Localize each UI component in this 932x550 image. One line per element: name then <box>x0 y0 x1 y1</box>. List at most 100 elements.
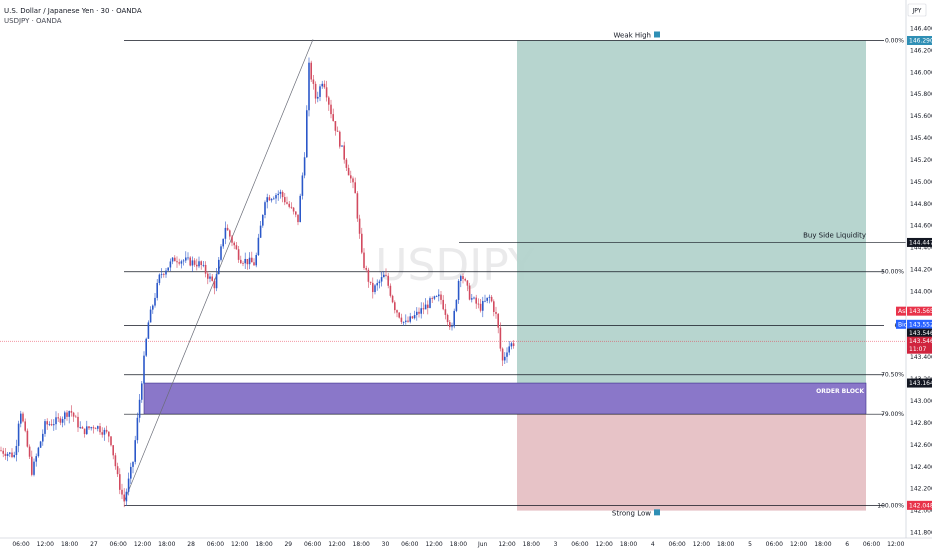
candle-body <box>416 311 418 316</box>
symbol-subtitle: USDJPY · OANDA <box>4 17 62 25</box>
candle-body <box>433 296 436 299</box>
currency-button[interactable] <box>907 3 927 17</box>
candle-body <box>339 131 341 147</box>
buy-side-liquidity-label: Buy Side Liquidity <box>803 231 866 239</box>
weak-high-price-tag: 146.290 <box>909 37 932 44</box>
candle-body <box>246 258 249 265</box>
candle-body <box>0 450 2 452</box>
price-tick: 145.800 <box>910 91 932 98</box>
candle-body <box>312 79 315 84</box>
candle-body <box>141 383 143 400</box>
price-tick: 142.400 <box>910 464 932 471</box>
price-tick: 144.000 <box>910 288 932 295</box>
candle-body <box>125 491 128 502</box>
candle-body <box>75 416 77 418</box>
candle-body <box>398 312 400 318</box>
bid-label-bg <box>896 319 906 329</box>
candle-body <box>145 338 147 356</box>
candle-body <box>156 282 158 298</box>
bar-countdown: 11:07 <box>909 346 926 353</box>
candle-body <box>268 197 271 201</box>
candle-body <box>402 321 405 323</box>
flag-icon <box>654 509 660 516</box>
time-axis[interactable]: 06:00 12:00 18:00 27 06:00 12:00 18:00 28 06:00 1… <box>12 541 904 548</box>
candle-body <box>369 281 372 283</box>
candle-body <box>279 191 282 194</box>
candle-body <box>361 233 363 253</box>
candle-body <box>198 261 200 267</box>
candle-body <box>213 280 216 289</box>
price-tick: 146.400 <box>910 25 932 32</box>
fib-retracement[interactable]: 0.00%50.00%61.70.50%79.00%100.00% <box>124 37 904 509</box>
candle-body <box>143 355 145 384</box>
candle-body <box>196 264 198 267</box>
symbol-watermark: USDJPY <box>375 240 535 291</box>
price-tick: 144.600 <box>910 223 932 230</box>
price-tick: 142.800 <box>910 420 932 427</box>
candle-body <box>383 274 385 278</box>
candle-body <box>440 294 442 300</box>
time-tick: 30 <box>382 541 390 548</box>
candle-body <box>290 206 293 208</box>
candle-body <box>297 214 299 223</box>
candle-body <box>468 285 471 300</box>
candle-body <box>460 276 462 281</box>
candle-body <box>453 310 455 327</box>
price-axis[interactable]: 146.400 146.200 146.000 145.800 145.600 145.4… <box>910 25 932 536</box>
time-tick: 12:00 <box>498 541 515 548</box>
candle-body <box>39 441 42 448</box>
currency-label: JPY <box>912 8 922 15</box>
candle-body <box>330 104 332 115</box>
candle-body <box>57 417 59 419</box>
candle-body <box>482 301 484 311</box>
current-price-b: 143.546 <box>909 338 932 345</box>
price-tick: 144.800 <box>910 201 932 208</box>
candle-body <box>444 309 447 315</box>
candle-body <box>26 430 29 447</box>
candle-body <box>70 411 73 413</box>
candle-body <box>457 280 460 300</box>
candle-body <box>99 426 101 433</box>
time-tick: 12:00 <box>596 541 613 548</box>
candle-body <box>385 274 387 276</box>
candle-body <box>174 257 176 262</box>
time-tick: 18:00 <box>450 541 467 548</box>
candle-body <box>138 399 141 418</box>
symbol-title[interactable]: U.S. Dollar / Japanese Yen · 30 · OANDA <box>4 7 142 15</box>
candle-body <box>310 62 312 80</box>
candle-body <box>396 310 398 313</box>
candle-body <box>266 197 268 203</box>
candle-body <box>497 313 499 328</box>
strong-low-price-tag-bg <box>907 500 932 510</box>
candle-body <box>429 298 431 308</box>
candle-body <box>446 314 449 323</box>
candle-body <box>475 297 477 304</box>
time-tick: 06:00 <box>863 541 880 548</box>
candle-body <box>462 276 464 279</box>
candle-body <box>119 474 121 490</box>
candle-body <box>110 436 112 446</box>
candle-body <box>350 175 352 179</box>
candle-body <box>299 195 301 223</box>
candle-body <box>308 62 310 111</box>
candle-body <box>341 145 343 147</box>
candle-body <box>336 130 339 132</box>
candle-body <box>372 282 374 293</box>
candle-body <box>275 195 277 199</box>
candle-body <box>409 316 411 322</box>
flag-icon <box>654 31 660 38</box>
candle-body <box>218 259 220 275</box>
candle-body <box>165 270 167 275</box>
candle-body <box>209 276 211 279</box>
time-tick: 06:00 <box>571 541 588 548</box>
candle-body <box>367 269 370 282</box>
candle-body <box>376 283 378 286</box>
order-block-zone[interactable] <box>143 382 867 415</box>
candle-body <box>363 252 365 268</box>
target-zone[interactable] <box>517 40 866 384</box>
candle-body <box>490 296 493 302</box>
candle-body <box>171 257 174 262</box>
price-tick: 143.000 <box>910 398 932 405</box>
candle-body <box>132 461 134 467</box>
